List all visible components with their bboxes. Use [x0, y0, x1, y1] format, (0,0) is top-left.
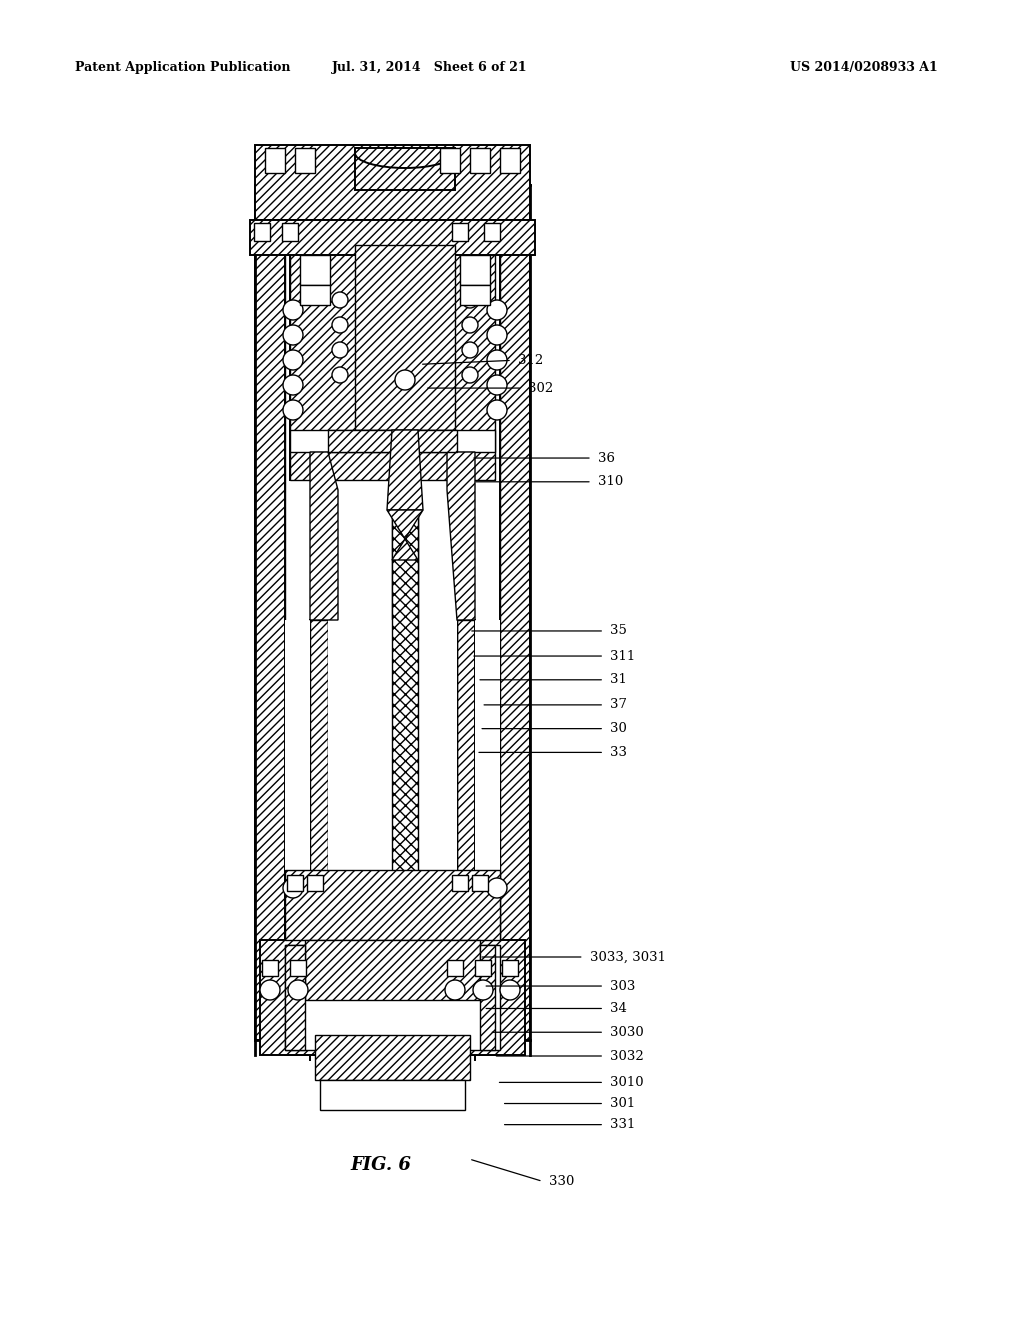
Polygon shape	[255, 145, 530, 220]
Text: 3032: 3032	[610, 1049, 644, 1063]
Bar	[282, 223, 298, 242]
Circle shape	[462, 367, 478, 383]
Bar	[452, 223, 468, 242]
Text: 310: 310	[598, 475, 624, 488]
Bar	[460, 255, 490, 285]
Text: 3030: 3030	[610, 1026, 644, 1039]
Bar	[440, 148, 460, 173]
Circle shape	[487, 325, 507, 345]
Bar	[290, 960, 306, 975]
Bar	[460, 285, 490, 305]
Circle shape	[462, 342, 478, 358]
Circle shape	[462, 317, 478, 333]
Bar	[480, 945, 495, 1049]
Circle shape	[260, 979, 280, 1001]
Circle shape	[462, 292, 478, 308]
Circle shape	[487, 878, 507, 898]
Polygon shape	[290, 220, 495, 480]
Bar	[484, 223, 500, 242]
Text: 303: 303	[610, 979, 636, 993]
Circle shape	[487, 400, 507, 420]
Bar	[355, 148, 455, 190]
Circle shape	[487, 375, 507, 395]
Polygon shape	[447, 451, 475, 620]
Circle shape	[332, 342, 348, 358]
Circle shape	[332, 367, 348, 383]
Bar	[300, 255, 330, 285]
Bar	[285, 620, 310, 979]
Bar	[319, 1080, 465, 1110]
Bar	[285, 870, 500, 940]
Circle shape	[473, 979, 493, 1001]
Text: 34: 34	[610, 1002, 627, 1015]
Bar	[285, 945, 305, 1049]
Text: 302: 302	[528, 381, 554, 395]
Text: 33: 33	[610, 746, 627, 759]
Bar	[265, 148, 285, 173]
Bar	[305, 940, 480, 1001]
Text: 3010: 3010	[610, 1076, 644, 1089]
Text: 3033, 3031: 3033, 3031	[590, 950, 666, 964]
Circle shape	[288, 979, 308, 1001]
Bar	[502, 960, 518, 975]
Circle shape	[332, 292, 348, 308]
Text: 36: 36	[598, 451, 614, 465]
Circle shape	[332, 317, 348, 333]
Polygon shape	[250, 220, 535, 255]
Polygon shape	[392, 300, 418, 1020]
Bar	[500, 148, 520, 173]
Circle shape	[283, 300, 303, 319]
Circle shape	[445, 979, 465, 1001]
Text: 331: 331	[610, 1118, 636, 1131]
Circle shape	[283, 375, 303, 395]
Bar	[452, 875, 468, 891]
Text: Patent Application Publication: Patent Application Publication	[75, 62, 291, 74]
Text: 330: 330	[549, 1175, 574, 1188]
Bar	[254, 223, 270, 242]
Bar	[475, 960, 490, 975]
Circle shape	[487, 300, 507, 319]
Text: 37: 37	[610, 698, 627, 711]
Polygon shape	[310, 620, 328, 979]
Text: 30: 30	[610, 722, 627, 735]
Bar	[315, 1035, 470, 1080]
Text: 311: 311	[610, 649, 636, 663]
Bar	[300, 285, 330, 305]
Circle shape	[283, 878, 303, 898]
Polygon shape	[457, 620, 475, 979]
Bar	[447, 960, 463, 975]
Text: 31: 31	[610, 673, 627, 686]
Bar	[307, 875, 323, 891]
Circle shape	[283, 350, 303, 370]
Bar	[328, 620, 457, 979]
Bar	[285, 945, 500, 1049]
Text: 312: 312	[518, 354, 544, 367]
Text: FIG. 6: FIG. 6	[350, 1156, 411, 1173]
Circle shape	[395, 370, 415, 389]
Bar	[262, 960, 278, 975]
Bar	[328, 620, 457, 979]
Bar	[472, 875, 488, 891]
Bar	[295, 148, 315, 173]
Circle shape	[283, 325, 303, 345]
Text: 35: 35	[610, 624, 627, 638]
Bar	[328, 430, 457, 451]
Polygon shape	[387, 430, 423, 510]
Polygon shape	[310, 451, 338, 620]
Circle shape	[500, 979, 520, 1001]
Polygon shape	[255, 185, 285, 1040]
Bar	[290, 430, 495, 451]
Bar	[287, 875, 303, 891]
Polygon shape	[355, 246, 455, 430]
Circle shape	[283, 400, 303, 420]
Polygon shape	[500, 185, 530, 1040]
Bar	[475, 620, 500, 979]
Circle shape	[487, 350, 507, 370]
Polygon shape	[387, 510, 423, 560]
Text: Jul. 31, 2014   Sheet 6 of 21: Jul. 31, 2014 Sheet 6 of 21	[332, 62, 527, 74]
Text: US 2014/0208933 A1: US 2014/0208933 A1	[790, 62, 938, 74]
Bar	[470, 148, 490, 173]
Polygon shape	[260, 940, 525, 1055]
Text: 301: 301	[610, 1097, 636, 1110]
